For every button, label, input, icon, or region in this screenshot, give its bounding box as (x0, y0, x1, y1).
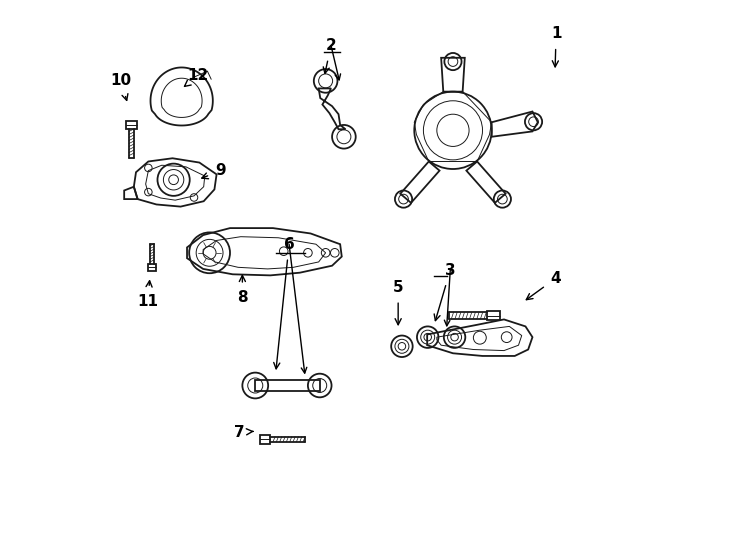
Text: 3: 3 (435, 262, 456, 321)
Text: 10: 10 (110, 73, 131, 100)
Text: 6: 6 (274, 237, 294, 369)
Text: 4: 4 (526, 271, 562, 300)
Text: 5: 5 (393, 280, 404, 325)
Text: 9: 9 (202, 163, 226, 179)
Text: 8: 8 (237, 275, 247, 306)
Text: 1: 1 (550, 26, 562, 67)
Text: 12: 12 (184, 68, 209, 86)
Text: 11: 11 (137, 281, 159, 309)
Text: 2: 2 (323, 38, 336, 73)
Text: 7: 7 (234, 425, 253, 440)
